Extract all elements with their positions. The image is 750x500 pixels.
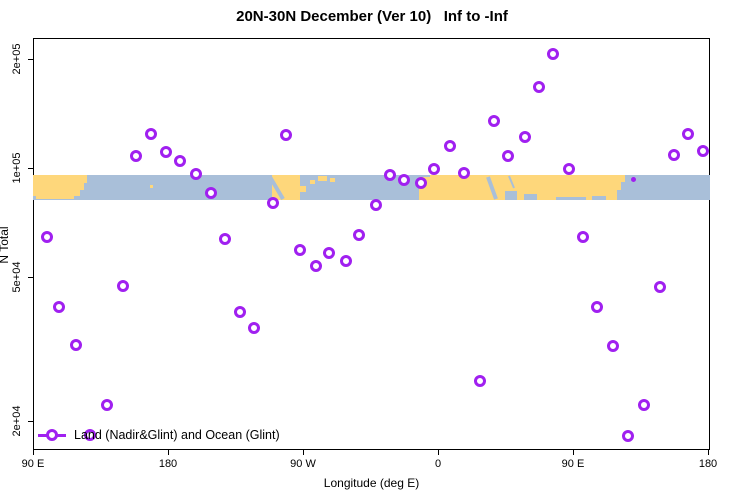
land-segment [330, 178, 335, 182]
x-tick-mark [303, 450, 304, 455]
land-segment [150, 185, 153, 188]
y-tick-label: 1e+05 [11, 152, 23, 184]
data-point-marker [84, 429, 96, 441]
data-point-marker [384, 169, 396, 181]
data-point-marker [267, 197, 279, 209]
data-point-marker [622, 430, 634, 442]
x-axis-label: Longitude (deg E) [323, 476, 420, 490]
data-point-marker [444, 140, 456, 152]
land-segment [310, 180, 315, 184]
data-point-marker [70, 339, 82, 351]
y-tick-label: 5e+04 [11, 261, 23, 293]
data-point-marker [533, 81, 545, 93]
data-point-marker [294, 244, 306, 256]
data-point-marker [697, 145, 709, 157]
plot-area-border [33, 38, 710, 450]
data-point-marker [607, 340, 619, 352]
y-tick-mark [28, 59, 33, 60]
land-segment [621, 175, 625, 182]
data-point-marker [474, 375, 486, 387]
data-point-marker [398, 174, 410, 186]
plot-title: 20N-30N December (Ver 10) Inf to -Inf [236, 8, 508, 25]
data-point-marker [428, 163, 440, 175]
data-point-marker [219, 233, 231, 245]
data-point-marker [323, 247, 335, 259]
land-segment [419, 177, 497, 200]
data-point-marker [519, 131, 531, 143]
data-point-marker [353, 229, 365, 241]
data-point-marker [458, 167, 470, 179]
data-point-marker [563, 163, 575, 175]
data-point-marker [174, 155, 186, 167]
data-point-marker [234, 306, 246, 318]
data-point-marker [117, 280, 129, 292]
y-tick-label: 2e+04 [11, 405, 23, 437]
land-segment [84, 175, 87, 183]
y-tick-mark [28, 421, 33, 422]
x-tick-label: 0 [434, 458, 442, 470]
latitude-band-map [33, 175, 710, 200]
x-tick-label: 90 E [561, 458, 585, 470]
data-point-marker [488, 115, 500, 127]
data-point-marker [310, 260, 322, 272]
x-tick-label: 90 W [290, 458, 316, 470]
legend-label: Land (Nadir&Glint) and Ocean (Glint) [74, 428, 280, 442]
ocean-patch [556, 197, 586, 200]
data-point-marker [591, 301, 603, 313]
ocean-strait [268, 175, 285, 200]
data-point-marker [415, 177, 427, 189]
land-segment [318, 176, 327, 181]
land-segment [80, 175, 84, 190]
ocean-patch [592, 196, 606, 200]
data-point-marker [370, 199, 382, 211]
x-tick-mark [438, 450, 439, 455]
data-point-marker [682, 128, 694, 140]
data-point-marker [668, 149, 680, 161]
data-point-marker [654, 281, 666, 293]
x-tick-label: 180 [158, 458, 178, 470]
data-point-marker [340, 255, 352, 267]
x-tick-mark [168, 450, 169, 455]
x-tick-mark [573, 450, 574, 455]
x-tick-mark [708, 450, 709, 455]
data-point-marker [130, 150, 142, 162]
ocean-strait [508, 175, 515, 189]
data-point-marker [630, 176, 636, 182]
data-point-marker [145, 128, 157, 140]
y-tick-mark [28, 168, 33, 169]
data-point-marker [248, 322, 260, 334]
x-tick-label: 90 E [21, 458, 45, 470]
x-tick-label: 180 [698, 458, 718, 470]
land-segment [33, 175, 80, 196]
data-point-marker [577, 231, 589, 243]
data-point-marker [547, 48, 559, 60]
data-point-marker [205, 187, 217, 199]
data-point-marker [638, 399, 650, 411]
land-segment [617, 175, 621, 190]
data-point-marker [41, 231, 53, 243]
ocean-patch [524, 194, 537, 200]
ocean-patch [505, 191, 517, 200]
legend-marker-icon [46, 429, 58, 441]
x-tick-mark [33, 450, 34, 455]
data-point-marker [101, 399, 113, 411]
data-point-marker [53, 301, 65, 313]
data-point-marker [160, 146, 172, 158]
data-point-marker [190, 168, 202, 180]
land-segment [300, 186, 306, 192]
data-point-marker [502, 150, 514, 162]
land-segment [36, 196, 74, 199]
ocean-strait [486, 176, 498, 200]
y-tick-label: 2e+05 [11, 43, 23, 75]
y-axis-label: N Total [0, 226, 11, 263]
y-tick-mark [28, 277, 33, 278]
data-point-marker [280, 129, 292, 141]
